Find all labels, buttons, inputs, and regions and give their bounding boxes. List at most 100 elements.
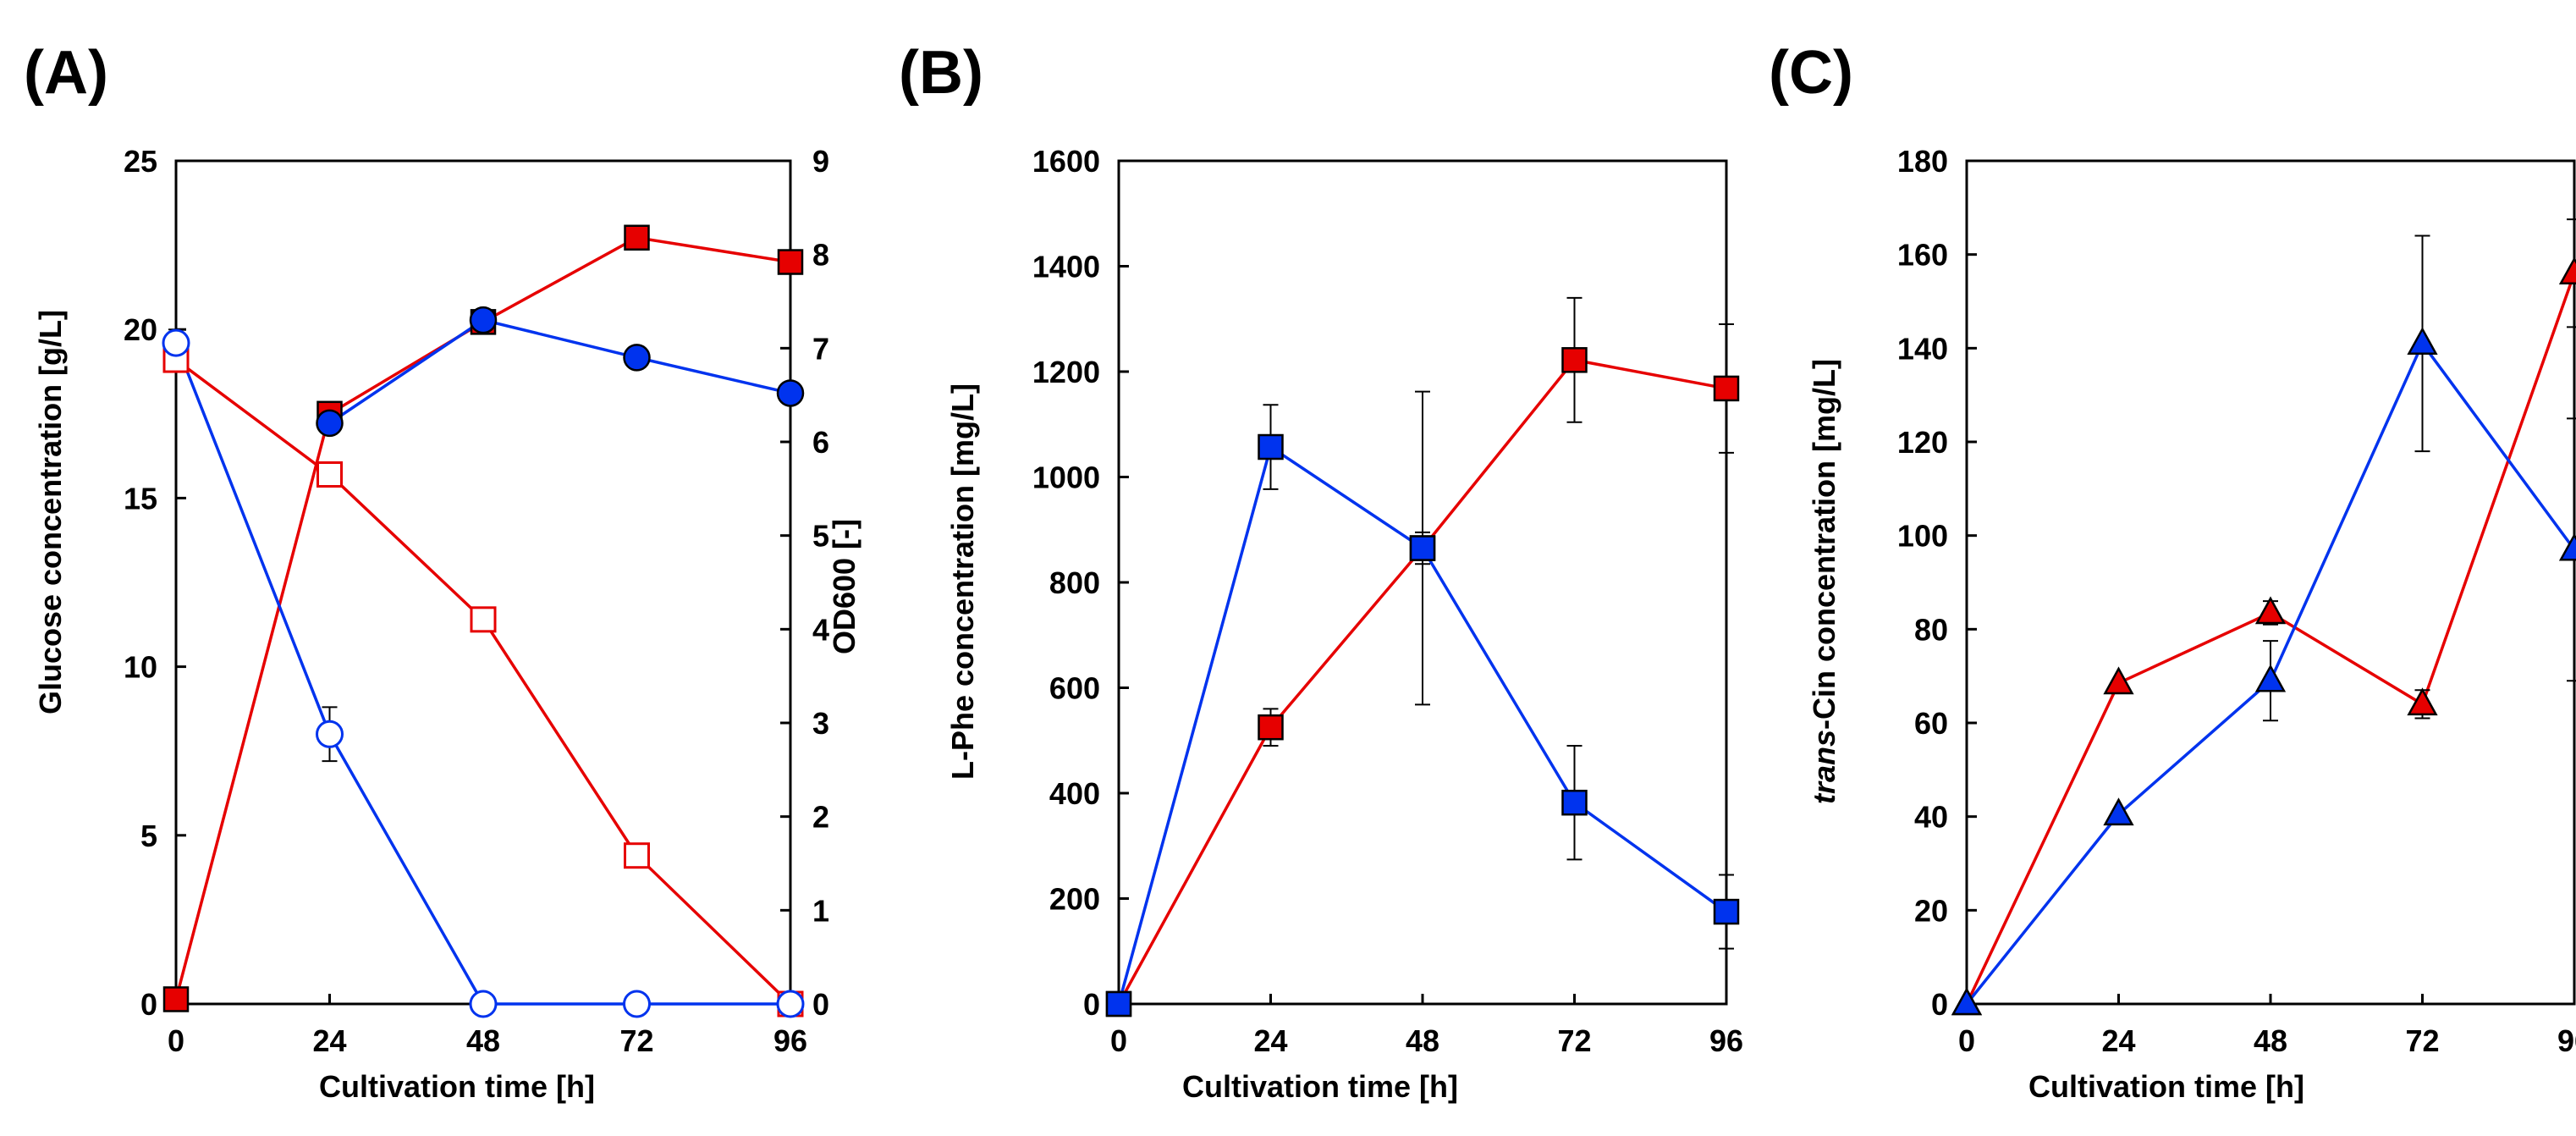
panel-a-y2-tick-label: 1 <box>812 893 829 928</box>
panel-b-x-tick-label: 72 <box>1557 1023 1591 1058</box>
panel-c-point-red-triangle <box>2254 596 2287 625</box>
panel-c-point-blue-triangle <box>1951 987 1983 1016</box>
panel-a-y2-tick-label: 0 <box>812 987 829 1022</box>
panel-a-y2label: OD600 [-] <box>827 519 861 654</box>
panel-c-y-tick-label: 0 <box>1931 987 1948 1022</box>
panel-b-point-blue-square <box>1409 535 1436 561</box>
panel-b-x-tick-label: 96 <box>1709 1023 1743 1058</box>
panel-b-x-tick-label: 0 <box>1110 1023 1127 1058</box>
panel-c-point-blue-triangle <box>2558 532 2576 561</box>
panel-b-point-blue-square <box>1105 990 1132 1017</box>
panel-a-x-tick-label: 0 <box>168 1023 184 1058</box>
panel-a-y-tick-label: 5 <box>140 819 157 853</box>
panel-a-point-red-square <box>162 986 190 1012</box>
panel-label-c: (C) <box>1769 39 1853 107</box>
panel-a-y2-tick-label: 6 <box>812 425 829 460</box>
panel-a-y2-tick-label: 2 <box>812 800 829 835</box>
panel-c-x-tick-label: 96 <box>2557 1023 2576 1058</box>
panel-b-y-tick-label: 600 <box>1049 671 1100 706</box>
panel-c-chart: 0 24 48 72 96 0 20 40 60 80 100 120 140 160 180 <box>1897 144 2576 1058</box>
panel-b-y-tick-label: 200 <box>1049 882 1100 917</box>
panel-b-point-red-square <box>1561 347 1588 373</box>
panel-c-y-tick-label: 100 <box>1897 519 1948 554</box>
panel-c-y-tick-label: 40 <box>1914 800 1948 835</box>
panel-a-point-blue-circle <box>316 720 344 748</box>
panel-c-point-blue-triangle <box>2254 664 2287 692</box>
panel-b-point-blue-square <box>1713 898 1740 925</box>
panel-c-point-blue-triangle <box>2407 327 2438 356</box>
panel-a-y-tick-label: 0 <box>140 987 157 1022</box>
panel-b-y-tick-label: 400 <box>1049 776 1100 811</box>
panel-c-point-blue-triangle <box>2103 797 2134 826</box>
panel-a-y2-tick-label: 7 <box>812 331 829 366</box>
panel-b-y-tick-label: 800 <box>1049 565 1100 600</box>
panel-a-point-blue-circle <box>776 379 805 407</box>
panel-a-x-tick-label: 96 <box>773 1023 807 1058</box>
panel-c-point-red-triangle <box>2407 687 2438 716</box>
panel-c-y-tick-label: 160 <box>1897 238 1948 273</box>
panel-a-plot-frame <box>174 159 792 1006</box>
panel-b-point-red-square <box>1258 714 1284 741</box>
panel-a-y2-tick-label: 5 <box>812 519 829 554</box>
panel-a-x-tick-label: 24 <box>312 1023 346 1058</box>
panel-c-y-tick-label: 140 <box>1897 331 1948 366</box>
panel-a-y-tick-label: 15 <box>124 481 157 516</box>
panel-b-chart: 0 24 48 72 96 0 200 400 600 800 1000 1200 1400 1600 <box>1032 144 1743 1058</box>
panel-a-point-blue-circle <box>162 328 190 357</box>
panel-c-y-tick-label: 60 <box>1914 706 1948 741</box>
panel-a-series-blue-circle-line <box>328 318 791 425</box>
panel-b-y-tick-label: 1400 <box>1032 250 1100 284</box>
panel-c-x-tick-label: 0 <box>1958 1023 1975 1058</box>
panel-b-ylabel: L-Phe concentration [mg/L] <box>945 383 980 780</box>
panel-a-x-tick-label: 72 <box>619 1023 653 1058</box>
panel-label-b: (B) <box>899 39 983 107</box>
panel-a-point-red-square <box>316 461 343 488</box>
panel-b-point-blue-square <box>1561 789 1588 816</box>
panel-a-point-blue-circle <box>316 409 344 438</box>
panel-b-xlabel: Cultivation time [h] <box>1182 1069 1458 1104</box>
panel-a-point-red-square <box>624 842 650 869</box>
panel-b-y-tick-label: 1600 <box>1032 144 1100 179</box>
panel-c-x-tick-label: 48 <box>2254 1023 2287 1058</box>
panel-a-y2-tick-label: 4 <box>812 612 829 647</box>
panel-c-x-tick-label: 24 <box>2101 1023 2135 1058</box>
panel-b-x-tick-label: 24 <box>1253 1023 1287 1058</box>
panel-a-point-blue-circle <box>776 990 805 1018</box>
panel-c-point-red-triangle <box>2558 256 2576 285</box>
panel-b-point-blue-square <box>1258 433 1284 460</box>
panel-a-point-blue-circle <box>623 344 651 372</box>
panel-c-plot-frame <box>1965 159 2576 1006</box>
panel-a-point-blue-circle <box>469 990 498 1018</box>
panel-c-ylabel: trans-Cin concentration [mg/L] <box>1807 359 1841 804</box>
panel-a-y2-tick-label: 9 <box>812 144 829 179</box>
panel-c-point-red-triangle <box>2103 666 2134 695</box>
panel-a-y-tick-label: 10 <box>124 650 157 685</box>
panel-a-y2-tick-label: 3 <box>812 706 829 741</box>
panel-b-y-tick-label: 1000 <box>1032 460 1100 495</box>
panel-a-xlabel: Cultivation time [h] <box>319 1069 595 1104</box>
panel-a-point-blue-circle <box>469 306 498 334</box>
panel-c-y-tick-label: 180 <box>1897 144 1948 179</box>
panel-a-point-red-square <box>777 249 804 275</box>
panel-a-point-red-square <box>624 224 650 251</box>
panel-c-ylabel-rest: -Cin concentration [mg/L] <box>1807 359 1841 730</box>
panel-a-point-red-square <box>470 606 497 633</box>
panel-a-ylabel: Glucose concentration [g/L] <box>33 310 68 714</box>
panel-c-xlabel: Cultivation time [h] <box>2028 1069 2304 1104</box>
panel-b-y-tick-label: 0 <box>1083 987 1100 1022</box>
panel-a-x-tick-label: 48 <box>466 1023 500 1058</box>
panel-a-point-blue-circle <box>623 990 651 1018</box>
panel-b-y-tick-label: 1200 <box>1032 355 1100 389</box>
panel-c-x-tick-label: 72 <box>2405 1023 2439 1058</box>
panel-b-point-red-square <box>1713 375 1740 402</box>
panel-a-y-tick-label: 20 <box>124 312 157 347</box>
panel-c-ylabel-italic: trans <box>1807 730 1841 804</box>
panel-b-x-tick-label: 48 <box>1406 1023 1439 1058</box>
panel-a-series-red-square-line <box>174 358 792 1006</box>
panel-label-a: (A) <box>24 39 108 107</box>
panel-a-y2-tick-label: 8 <box>812 238 829 273</box>
panel-a-series-blue-circle-line <box>174 342 790 1006</box>
panel-a-y-tick-label: 25 <box>124 144 157 179</box>
panel-c-y-tick-label: 80 <box>1914 612 1948 647</box>
